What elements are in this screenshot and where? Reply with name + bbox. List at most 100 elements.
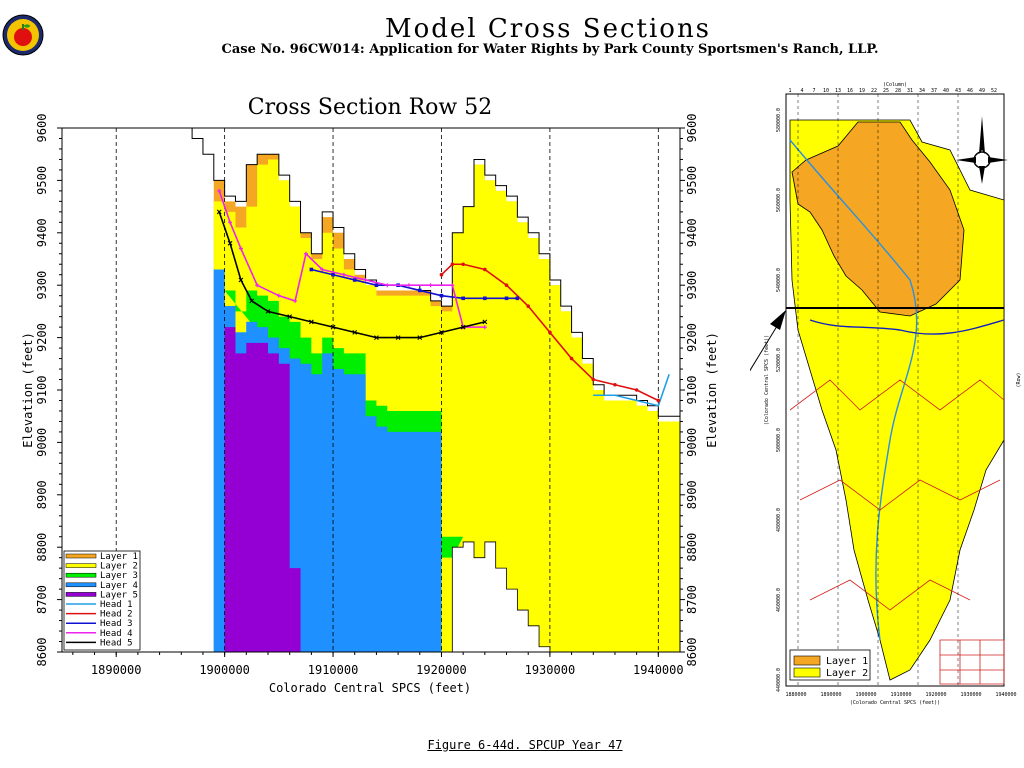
y-tick-label-left-2: 8800 (35, 533, 49, 562)
map-column-tick-5: 16 (847, 88, 853, 94)
x-axis-ticks: 1890000 1900000 1910000 1920000 1930000 19400… (72, 652, 684, 677)
legend-label-2: Layer 2 (100, 562, 138, 572)
legend-label-1: Layer 1 (100, 552, 138, 562)
head-3-point (515, 296, 520, 301)
map-legend-swatch-1 (793, 655, 821, 666)
cross-section-chart: Cross Section Row 52 1890000 1900000 19100… (21, 95, 719, 695)
legend-swatch-3 (65, 572, 97, 578)
head-4-point (341, 272, 346, 277)
y-tick-label-left-4: 9000 (35, 428, 49, 457)
y-tick-label-right-1: 8700 (685, 585, 699, 614)
legend-label-7: Head 2 (100, 610, 133, 620)
map-x-tick-0: 1880000 (785, 692, 806, 698)
x-tick-label-2: 1910000 (308, 663, 359, 677)
legend-label-8: Head 3 (100, 619, 133, 629)
y-tick-label-right-2: 8800 (685, 533, 699, 562)
legend-label-5: Layer 5 (100, 590, 138, 600)
head-2-point (656, 398, 661, 403)
y-tick-label-right-0: 8600 (685, 638, 699, 667)
map-x-tick-6: 1940000 (995, 692, 1016, 698)
y-tick-label-left-6: 9200 (35, 323, 49, 352)
map-roads (789, 379, 1005, 611)
head-2-point (526, 304, 531, 308)
head-2-point (504, 283, 509, 288)
map-y-tick-6: 560000.0 (776, 188, 782, 212)
head-4-point (255, 283, 260, 288)
head-3-point (461, 296, 465, 301)
map-column-tick-13: 40 (943, 88, 949, 94)
head-2-point (634, 388, 639, 392)
head-5-point (352, 329, 358, 335)
map-y-tick-2: 480000.0 (776, 508, 782, 532)
head-5-point (227, 240, 233, 246)
y-tick-label-left-8: 9400 (35, 218, 49, 247)
head-3-point (352, 278, 357, 282)
head-3-point (439, 293, 444, 298)
head-4-point (238, 246, 243, 251)
layer-5-area (224, 327, 301, 652)
compass-rose-icon (956, 116, 1008, 184)
y-tick-label-left-0: 8600 (35, 638, 49, 667)
head-5-point (482, 319, 488, 325)
head-2-point (461, 262, 465, 267)
head-5-point (395, 335, 401, 340)
map-y-tick-7: 580000.0 (776, 108, 782, 132)
ground-surface-line (181, 127, 680, 417)
map-left-axis-label: (Colorado Central SPCS (feet)) (764, 335, 770, 425)
y-axis-ticks-left: 8600 8700 8800 8900 9000 9100 9200 9300 9400 9500… (35, 114, 62, 667)
map-grid-block (939, 639, 1005, 685)
map-column-tick-2: 7 (812, 88, 815, 94)
head-2-point (450, 262, 455, 267)
map-y-tick-0: 440000.0 (776, 668, 782, 692)
head-5-point (216, 209, 222, 215)
y-axis-ticks-right: 8600 8700 8800 8900 9000 9100 9200 9300 9400 9500… (680, 114, 699, 667)
map-legend-label-2: Layer 2 (826, 668, 868, 679)
map-river (789, 139, 918, 641)
x-tick-label-5: 1940000 (633, 663, 684, 677)
map-column-tick-10: 31 (907, 88, 913, 94)
map-x-tick-3: 1910000 (890, 692, 911, 698)
x-tick-label-1: 1900000 (199, 663, 250, 677)
head-2-line (440, 263, 659, 402)
y-tick-label-right-6: 9200 (685, 323, 699, 352)
y-tick-label-left-10: 9600 (35, 114, 49, 143)
y-axis-label-left: Elevation (feet) (21, 332, 35, 448)
head-4-line (218, 190, 485, 328)
head-3-point (331, 272, 335, 277)
chart-title: Cross Section Row 52 (248, 95, 493, 120)
head-2-point (569, 356, 574, 361)
map-column-tick-17: 52 (991, 88, 997, 94)
y-tick-label-right-9: 9500 (685, 166, 699, 195)
legend-swatch-4 (65, 582, 97, 588)
map-column-tick-7: 22 (871, 88, 877, 94)
map-column-tick-16: 49 (979, 88, 985, 94)
head-2-point (439, 272, 444, 277)
map-river-2 (809, 319, 1005, 335)
map-y-ticks: 440000.0 460000.0 480000.0 500000.0 520000.0… (776, 108, 782, 692)
map-column-tick-0: 1 (788, 88, 791, 94)
head-4-point (450, 283, 455, 288)
subtitle: Case No. 96CW014: Application for Water … (221, 42, 879, 57)
map-x-tick-2: 1900000 (855, 692, 876, 698)
map-x-ticks: 1880000 1890000 1900000 1910000 1920000 19300… (785, 692, 1016, 698)
head-lines (216, 188, 670, 407)
y-tick-label-right-10: 9600 (685, 114, 699, 143)
head-4-point (385, 283, 390, 288)
x-tick-label-4: 1930000 (525, 663, 576, 677)
map-layer-1-region (791, 121, 965, 317)
y-tick-label-right-8: 9400 (685, 218, 699, 247)
head-4-point (406, 283, 411, 288)
y-tick-label-left-9: 9500 (35, 166, 49, 195)
section-arrow-icon (750, 310, 786, 372)
head-4-point (363, 277, 368, 282)
map-column-tick-4: 13 (835, 88, 841, 94)
y-tick-label-left-1: 8700 (35, 585, 49, 614)
head-2-point (591, 377, 596, 382)
main-title: Model Cross Sections (384, 14, 712, 44)
head-3-point (374, 283, 379, 287)
head-5-point (330, 324, 336, 330)
map-layer-shapes (789, 94, 1005, 686)
map-legend-label-1: Layer 1 (826, 656, 868, 667)
